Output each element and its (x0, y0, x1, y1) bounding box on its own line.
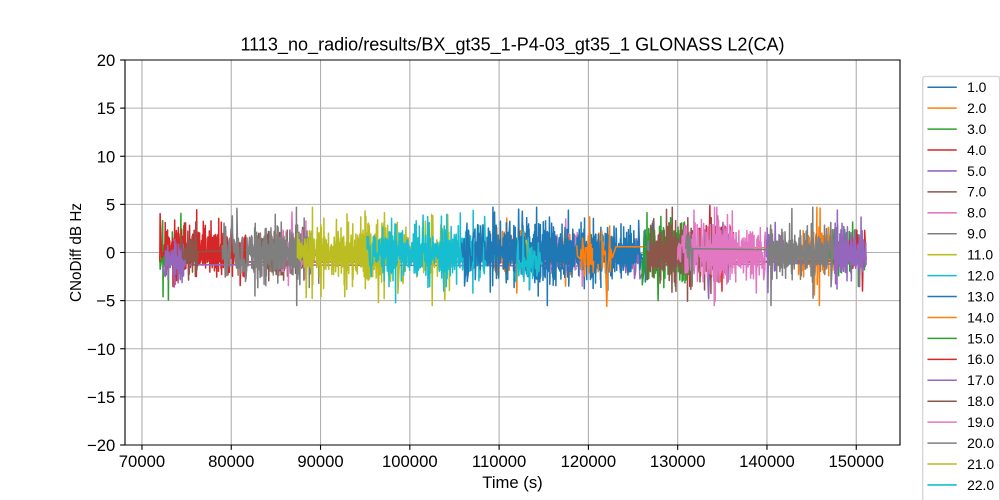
svg-text:20.0: 20.0 (967, 435, 994, 451)
svg-text:3.0: 3.0 (967, 121, 987, 137)
svg-text:130000: 130000 (650, 452, 706, 471)
svg-text:7.0: 7.0 (967, 184, 987, 200)
svg-text:13.0: 13.0 (967, 288, 994, 304)
svg-text:21.0: 21.0 (967, 456, 994, 472)
svg-text:CNoDiff dB Hz: CNoDiff dB Hz (68, 203, 85, 302)
svg-text:5.0: 5.0 (967, 163, 987, 179)
svg-text:−5: −5 (96, 292, 115, 311)
svg-text:11.0: 11.0 (967, 247, 993, 263)
svg-text:9.0: 9.0 (967, 226, 987, 242)
svg-text:2.0: 2.0 (967, 100, 987, 116)
svg-text:80000: 80000 (208, 452, 254, 471)
svg-text:15.0: 15.0 (967, 330, 994, 346)
svg-text:0: 0 (106, 244, 115, 263)
svg-text:−20: −20 (87, 436, 115, 455)
svg-text:14.0: 14.0 (967, 309, 994, 325)
svg-text:70000: 70000 (119, 452, 165, 471)
svg-text:110000: 110000 (472, 452, 526, 471)
svg-text:100000: 100000 (382, 452, 438, 471)
svg-text:−15: −15 (87, 388, 115, 407)
svg-text:1.0: 1.0 (967, 79, 987, 95)
svg-text:5: 5 (106, 195, 115, 214)
svg-text:15: 15 (97, 99, 116, 118)
svg-text:1113_no_radio/results/BX_gt35_: 1113_no_radio/results/BX_gt35_1-P4-03_gt… (240, 34, 784, 55)
svg-text:16.0: 16.0 (967, 351, 994, 367)
svg-text:120000: 120000 (561, 452, 617, 471)
svg-text:12.0: 12.0 (967, 267, 994, 283)
svg-text:22.0: 22.0 (967, 477, 994, 493)
svg-text:Time (s): Time (s) (482, 473, 542, 492)
svg-text:19.0: 19.0 (967, 414, 994, 430)
svg-text:20: 20 (97, 51, 116, 70)
svg-text:150000: 150000 (828, 452, 884, 471)
svg-text:4.0: 4.0 (967, 142, 987, 158)
svg-text:17.0: 17.0 (967, 372, 994, 388)
svg-text:24.0: 24.0 (967, 498, 994, 500)
svg-text:90000: 90000 (297, 452, 343, 471)
svg-text:140000: 140000 (739, 452, 795, 471)
svg-text:18.0: 18.0 (967, 393, 994, 409)
svg-text:10: 10 (97, 147, 116, 166)
svg-text:8.0: 8.0 (967, 205, 987, 221)
svg-text:−10: −10 (87, 340, 115, 359)
